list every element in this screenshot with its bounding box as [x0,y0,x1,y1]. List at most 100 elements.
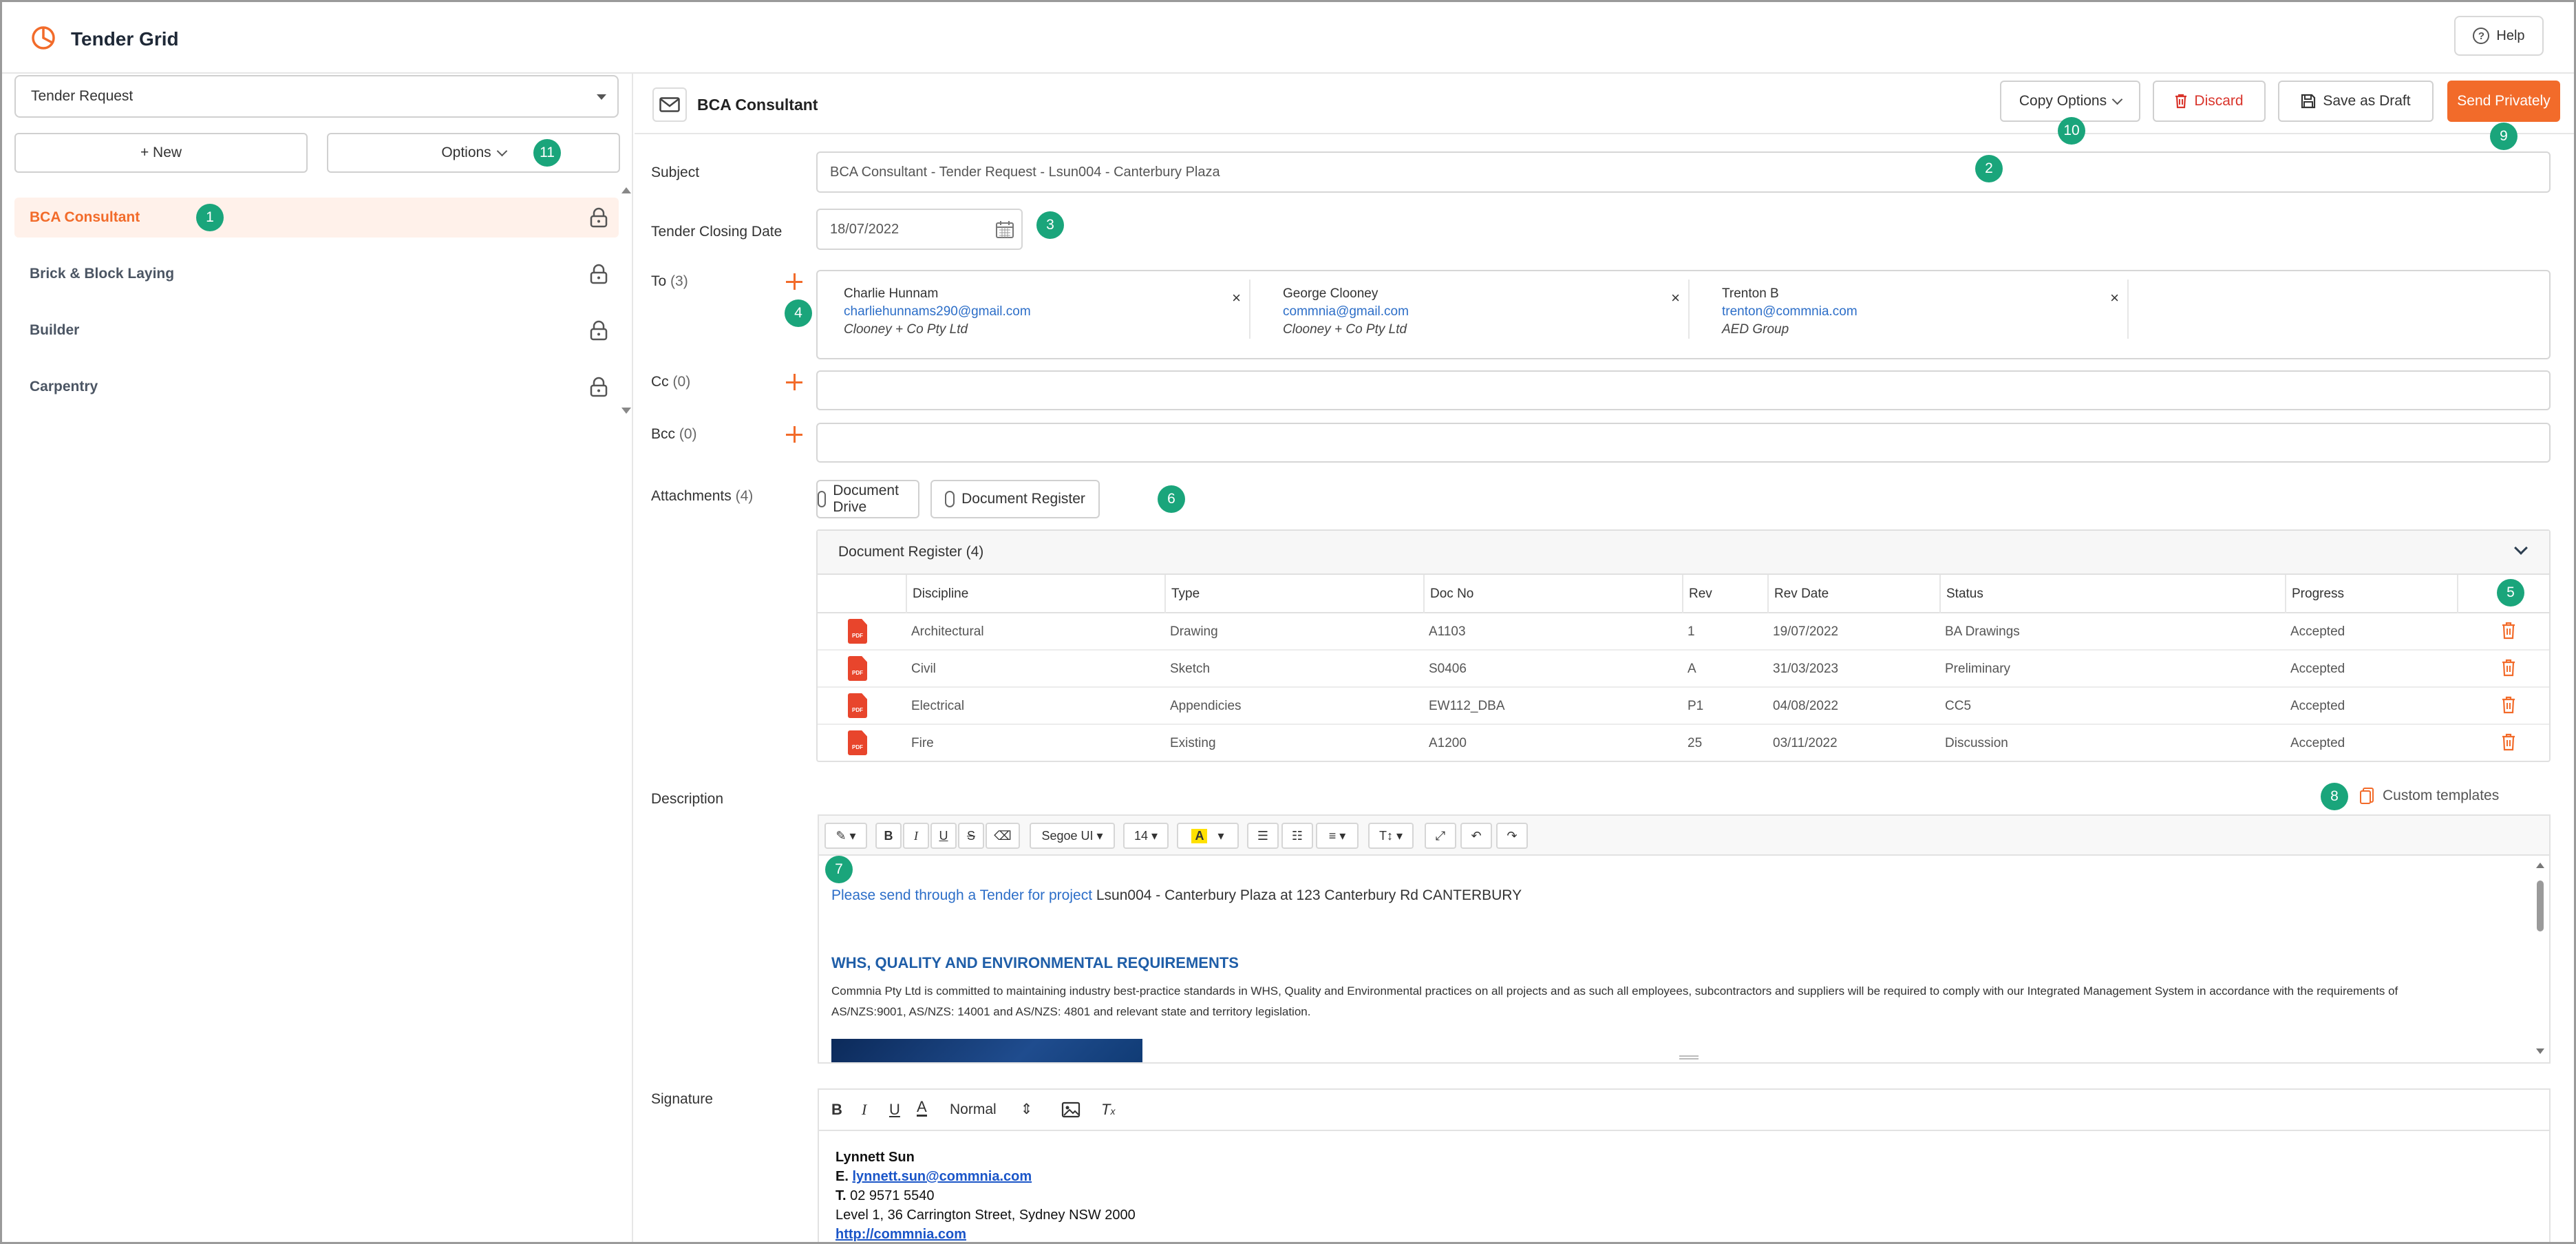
new-button[interactable]: + New [14,133,308,173]
trade-list: BCA Consultant 1 Brick & Block Laying Bu… [14,198,619,423]
options-button[interactable]: Options [327,133,620,173]
signature-email-line: E. lynnett.sun@commnia.com [835,1169,1032,1184]
magic-format-icon[interactable]: ✎ ▾ [824,823,867,849]
trade-item-brick-block-laying[interactable]: Brick & Block Laying [14,254,619,294]
trade-item-carpentry[interactable]: Carpentry [14,367,619,407]
bullet-list-icon[interactable]: ☰ [1247,823,1279,849]
strikethrough-icon[interactable]: S [958,823,984,849]
lock-icon[interactable] [590,264,608,284]
lock-icon[interactable] [590,207,608,228]
chevron-down-icon[interactable] [2514,541,2528,555]
underline-icon[interactable]: U [930,823,957,849]
copy-options-button[interactable]: Copy Options [2000,81,2140,122]
lock-icon[interactable] [590,320,608,341]
document-register-button[interactable]: Document Register [930,480,1100,518]
progress-cell: Accepted [2290,736,2345,750]
clear-format-icon[interactable]: Tx [1101,1101,1116,1118]
italic-icon[interactable]: I [903,823,929,849]
bold-icon[interactable]: B [875,823,902,849]
mail-icon [652,87,687,122]
description-label: Description [651,791,724,807]
app-header: Tender Grid ? Help [2,2,2574,74]
document-register-header[interactable]: Document Register (4) [818,531,2549,575]
description-editor[interactable]: Please send through a Tender for project… [818,856,2551,1064]
remove-recipient-icon[interactable]: × [2110,289,2119,306]
tender-closing-date-label: Tender Closing Date [651,224,783,240]
trade-item-label: Carpentry [30,379,98,394]
column-header: Status [1939,575,2285,613]
undo-icon[interactable]: ↶ [1460,823,1492,849]
numbered-list-icon[interactable]: ☷ [1281,823,1313,849]
table-row: PDF Civil Sketch S0406 A 31/03/2023 Prel… [818,651,2549,688]
recipient-company: Clooney + Co Pty Ltd [844,322,968,337]
request-type-select[interactable]: Tender Request [14,75,619,118]
bold-icon[interactable]: B [831,1101,842,1118]
save-as-draft-button[interactable]: Save as Draft [2278,81,2434,122]
type-cell: Appendicies [1170,699,1242,713]
table-row: PDF Electrical Appendicies EW112_DBA P1 … [818,688,2549,725]
cc-field[interactable] [816,370,2551,410]
scroll-up-icon[interactable] [621,187,631,193]
calendar-icon[interactable] [995,220,1014,239]
text-color-icon[interactable]: A [917,1098,927,1117]
signature-website-link[interactable]: http://commnia.com [835,1227,967,1242]
align-icon[interactable]: ≡ ▾ [1316,823,1359,849]
font-family-select[interactable]: Segoe UI ▾ [1030,823,1115,849]
text-style-icon[interactable]: T↕ ▾ [1368,823,1414,849]
to-recipients-field[interactable]: Charlie Hunnam charliehunnams290@gmail.c… [816,270,2551,359]
image-icon[interactable] [1061,1101,1081,1119]
delete-row-trash-icon[interactable] [2501,622,2516,640]
underline-icon[interactable]: U [889,1101,900,1118]
callout-badge-3: 3 [1036,211,1064,239]
column-header: Rev Date [1767,575,1939,613]
remove-recipient-icon[interactable]: × [1232,289,1241,306]
custom-templates-button[interactable]: Custom templates [2359,787,2499,805]
format-select[interactable]: Normal ⇕ [950,1101,1033,1117]
help-button[interactable]: ? Help [2454,16,2544,56]
subject-input[interactable]: BCA Consultant - Tender Request - Lsun00… [816,151,2551,193]
delete-row-trash-icon[interactable] [2501,659,2516,677]
signature-editor[interactable]: Lynnett Sun E. lynnett.sun@commnia.com T… [818,1131,2551,1242]
delete-row-trash-icon[interactable] [2501,696,2516,714]
description-intro-link[interactable]: Please send through a Tender for project [831,887,1093,903]
scroll-down-icon[interactable] [621,408,631,414]
status-cell: CC5 [1945,699,1972,713]
signature-email-link[interactable]: lynnett.sun@commnia.com [852,1169,1032,1184]
delete-row-trash-icon[interactable] [2501,733,2516,751]
rev-date-cell: 31/03/2023 [1773,662,1839,676]
rev-cell: P1 [1688,699,1704,713]
type-cell: Sketch [1170,662,1211,676]
rev-date-cell: 03/11/2022 [1773,736,1838,750]
tender-closing-date-input[interactable]: 18/07/2022 [816,209,1023,250]
bcc-field[interactable] [816,423,2551,463]
redo-icon[interactable]: ↷ [1496,823,1528,849]
editor-scrollbar[interactable] [2535,863,2545,1054]
trade-item-builder[interactable]: Builder [14,310,619,350]
app-title: Tender Grid [71,28,179,50]
help-icon: ? [2473,28,2490,44]
add-bcc-recipient-icon[interactable] [786,426,802,443]
recipient-name: Charlie Hunnam [844,286,939,301]
fullscreen-icon[interactable]: ⤢ [1425,823,1456,849]
italic-icon[interactable]: I [862,1101,867,1118]
eraser-icon[interactable]: ⌫ [986,823,1020,849]
highlight-color-icon[interactable]: A ▾ [1177,823,1239,849]
lock-icon[interactable] [590,377,608,397]
send-privately-button[interactable]: Send Privately [2447,81,2560,122]
add-to-recipient-icon[interactable] [786,273,802,290]
discard-button[interactable]: Discard [2153,81,2266,122]
column-header: Rev [1682,575,1767,613]
callout-badge-6: 6 [1158,485,1185,513]
add-cc-recipient-icon[interactable] [786,374,802,390]
remove-recipient-icon[interactable]: × [1671,289,1680,306]
tender-closing-date-value: 18/07/2022 [830,221,900,237]
trade-item-bca-consultant[interactable]: BCA Consultant 1 [14,198,619,238]
description-paragraph: Commnia Pty Ltd is committed to maintain… [831,984,2398,1018]
pdf-file-icon: PDF [848,730,867,755]
font-size-select[interactable]: 14 ▾ [1123,823,1169,849]
recipient-email: trenton@commnia.com [1722,304,1858,319]
callout-badge-1: 1 [196,204,224,231]
editor-resize-handle[interactable] [1679,1055,1699,1059]
custom-templates-label: Custom templates [2383,788,2500,803]
document-drive-button[interactable]: Document Drive [816,480,919,518]
